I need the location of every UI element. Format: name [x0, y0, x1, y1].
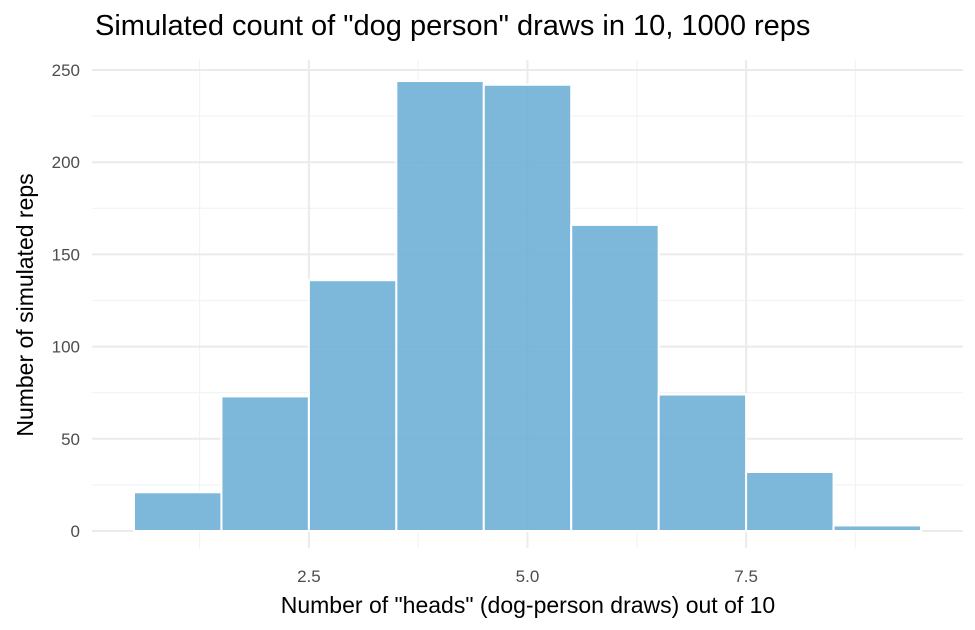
histogram-bar: [220, 395, 310, 532]
histogram-bar: [133, 491, 223, 532]
chart-title: Simulated count of "dog person" draws in…: [95, 10, 810, 42]
histogram-bar: [745, 470, 835, 533]
x-axis-title: Number of "heads" (dog-person draws) out…: [281, 592, 775, 618]
y-tick-label: 150: [52, 245, 80, 264]
histogram-bar: [395, 80, 485, 533]
x-tick-label: 7.5: [734, 567, 758, 586]
x-tick-label: 5.0: [516, 567, 540, 586]
y-tick-label: 200: [52, 153, 80, 172]
histogram-bar: [307, 279, 398, 532]
y-tick-label: 100: [52, 338, 80, 357]
histogram-bar: [832, 524, 922, 533]
y-tick-labels: 0 50 100 150 200 250: [52, 61, 80, 541]
y-tick-label: 50: [61, 430, 80, 449]
bars: [133, 80, 922, 533]
x-tick-labels: 2.5 5.0 7.5: [297, 567, 758, 586]
y-tick-label: 250: [52, 61, 80, 80]
y-axis-title: Number of simulated reps: [12, 173, 38, 436]
histogram-bar: [657, 393, 748, 532]
x-tick-label: 2.5: [297, 567, 321, 586]
histogram-bar: [482, 83, 573, 532]
histogram-bar: [570, 223, 660, 532]
y-tick-label: 0: [71, 522, 80, 541]
